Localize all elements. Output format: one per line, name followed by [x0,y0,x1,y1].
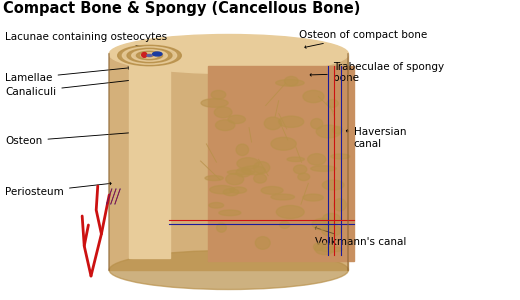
Text: Lacunae containing osteocytes: Lacunae containing osteocytes [5,32,174,53]
Ellipse shape [280,221,290,228]
Ellipse shape [146,54,153,57]
Ellipse shape [322,225,341,236]
Ellipse shape [122,47,177,64]
Ellipse shape [241,166,265,175]
Text: Lamellae: Lamellae [5,67,129,83]
Ellipse shape [136,51,163,60]
Text: Trabeculae of spongy
bone: Trabeculae of spongy bone [310,62,444,83]
Ellipse shape [320,247,343,252]
Ellipse shape [276,206,304,218]
Ellipse shape [226,173,244,185]
Ellipse shape [279,116,304,128]
Ellipse shape [316,125,341,138]
Ellipse shape [303,90,324,103]
Text: Haversian
canal: Haversian canal [346,127,406,149]
Text: Canaliculi: Canaliculi [5,79,135,97]
Ellipse shape [331,154,350,159]
Ellipse shape [327,100,339,107]
Ellipse shape [253,162,270,174]
FancyBboxPatch shape [208,66,354,261]
Ellipse shape [214,107,232,118]
Ellipse shape [215,120,235,130]
FancyBboxPatch shape [109,54,348,270]
Ellipse shape [334,199,346,211]
Ellipse shape [315,243,334,255]
Ellipse shape [264,117,281,130]
Ellipse shape [254,174,267,183]
Ellipse shape [237,158,259,170]
Ellipse shape [271,137,296,150]
Ellipse shape [236,144,249,156]
Ellipse shape [201,99,228,107]
Ellipse shape [141,52,147,57]
Text: Volkmann's canal: Volkmann's canal [315,227,406,248]
Ellipse shape [293,165,307,174]
Ellipse shape [132,50,167,61]
Ellipse shape [209,202,224,208]
Text: Osteon of compact bone: Osteon of compact bone [299,30,427,48]
Ellipse shape [332,126,343,134]
Ellipse shape [255,237,270,249]
Ellipse shape [109,34,348,74]
Ellipse shape [311,166,336,171]
Ellipse shape [147,55,152,56]
Ellipse shape [127,48,172,63]
Ellipse shape [261,187,283,194]
Ellipse shape [314,243,323,251]
Ellipse shape [236,168,251,177]
Text: Compact Bone & Spongy (Cancellous Bone): Compact Bone & Spongy (Cancellous Bone) [3,2,360,16]
Ellipse shape [118,45,181,66]
Ellipse shape [276,80,304,86]
Text: Periosteum: Periosteum [5,182,111,197]
Ellipse shape [210,185,235,194]
Ellipse shape [153,52,162,56]
Ellipse shape [223,188,239,196]
Ellipse shape [205,176,223,181]
Text: Osteon: Osteon [5,131,137,146]
Ellipse shape [227,170,255,175]
Ellipse shape [211,90,226,99]
Ellipse shape [109,250,348,290]
Ellipse shape [271,194,294,200]
FancyBboxPatch shape [129,60,170,258]
Ellipse shape [298,173,310,181]
Ellipse shape [219,210,241,216]
Ellipse shape [141,53,158,58]
Ellipse shape [230,187,246,193]
Ellipse shape [228,115,245,124]
Ellipse shape [322,180,344,190]
Ellipse shape [284,76,298,86]
Ellipse shape [216,223,226,232]
Ellipse shape [287,157,304,162]
Ellipse shape [312,218,334,230]
Ellipse shape [322,213,340,224]
Ellipse shape [308,154,326,165]
Ellipse shape [303,194,323,201]
Ellipse shape [310,118,323,129]
